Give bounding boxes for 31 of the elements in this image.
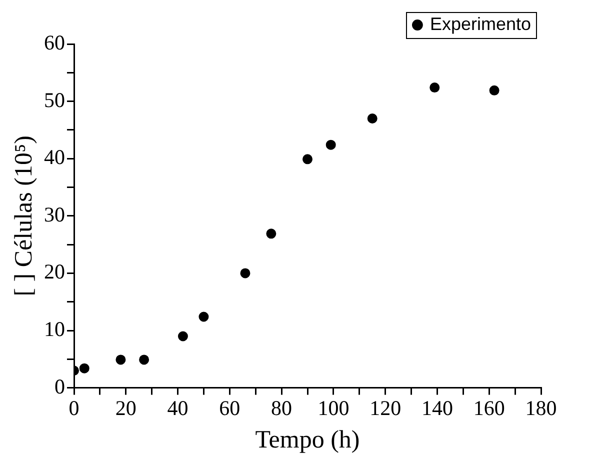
- point: [302, 154, 312, 164]
- x-tick-label: 100: [318, 396, 350, 420]
- x-tick-label: 60: [219, 396, 240, 420]
- legend-label: Experimento: [430, 14, 532, 34]
- y-tick-label: 60: [44, 30, 65, 55]
- x-tick-label: 40: [167, 396, 188, 420]
- y-tick-label: 10: [44, 317, 65, 342]
- point: [198, 312, 209, 322]
- y-tick-label: 30: [44, 202, 65, 226]
- x-axis-title: Tempo (h): [255, 426, 360, 454]
- point: [489, 85, 500, 96]
- point: [139, 354, 150, 365]
- x-tick-label: 80: [271, 396, 292, 420]
- point: [79, 363, 90, 374]
- y-tick-label: 50: [44, 88, 65, 112]
- point: [367, 113, 378, 124]
- point: [240, 268, 250, 278]
- x-tick-label: 180: [525, 396, 557, 420]
- x-tick-label: 160: [473, 396, 505, 420]
- y-axis-title: [ ] Células (10⁵): [10, 136, 38, 296]
- y-tick-label: 0: [54, 374, 65, 398]
- x-tick-label: 140: [421, 396, 453, 420]
- point: [266, 228, 276, 239]
- x-tick-label: 20: [115, 396, 136, 420]
- y-tick-label: 20: [44, 260, 65, 284]
- point: [178, 331, 188, 342]
- point: [116, 354, 126, 365]
- y-tick-label: 40: [44, 145, 65, 170]
- point: [430, 82, 440, 93]
- point: [326, 140, 336, 150]
- x-tick-label: 120: [370, 396, 402, 420]
